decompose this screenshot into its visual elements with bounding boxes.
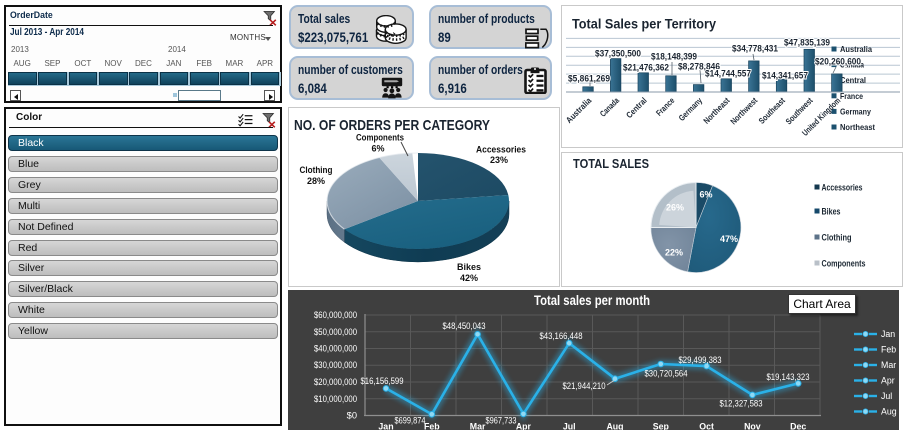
svg-text:$14,744,557: $14,744,557 (705, 69, 751, 79)
svg-text:Aug: Aug (606, 421, 623, 430)
svg-text:Northeast: Northeast (840, 122, 875, 132)
svg-text:$21,476,362: $21,476,362 (623, 63, 669, 73)
svg-text:$40,000,000: $40,000,000 (314, 344, 357, 354)
svg-text:Southeast: Southeast (757, 95, 787, 125)
svg-text:$967,733: $967,733 (486, 416, 517, 426)
svg-text:NO. OF ORDERS PER CATEGORY: NO. OF ORDERS PER CATEGORY (294, 117, 490, 134)
svg-text:$14,341,657: $14,341,657 (762, 71, 808, 81)
svg-text:Jan: Jan (378, 421, 393, 430)
svg-text:$20,000,000: $20,000,000 (314, 377, 357, 387)
svg-text:$50,000,000: $50,000,000 (314, 327, 357, 337)
svg-text:$30,720,564: $30,720,564 (645, 369, 688, 379)
svg-text:$47,835,139: $47,835,139 (784, 38, 830, 48)
svg-text:$21,944,210: $21,944,210 (563, 381, 606, 391)
svg-text:Northeast: Northeast (701, 95, 731, 125)
svg-text:$699,874: $699,874 (395, 416, 426, 426)
svg-text:Jul: Jul (881, 391, 892, 401)
svg-text:Mar: Mar (470, 421, 486, 430)
svg-text:22%: 22% (665, 248, 683, 258)
svg-text:Apr: Apr (516, 421, 532, 430)
svg-text:6%: 6% (699, 190, 712, 200)
svg-text:Oct: Oct (699, 421, 714, 430)
svg-text:Apr: Apr (881, 376, 895, 386)
svg-text:$43,166,448: $43,166,448 (540, 331, 583, 341)
svg-text:Accessories: Accessories (476, 145, 526, 155)
svg-text:TOTAL SALES: TOTAL SALES (573, 157, 649, 171)
svg-text:6%: 6% (371, 144, 384, 154)
svg-text:28%: 28% (307, 176, 325, 186)
svg-text:Total Sales per Territory: Total Sales per Territory (572, 16, 716, 32)
svg-text:Mar: Mar (881, 360, 896, 370)
svg-text:Clothing: Clothing (300, 165, 333, 175)
svg-text:$12,327,583: $12,327,583 (720, 399, 763, 409)
svg-text:Central: Central (624, 95, 649, 120)
svg-text:Feb: Feb (881, 345, 896, 355)
svg-text:Sep: Sep (653, 421, 670, 430)
svg-text:$16,156,599: $16,156,599 (361, 376, 404, 386)
svg-text:$5,861,269: $5,861,269 (568, 74, 610, 84)
svg-text:$34,778,431: $34,778,431 (732, 44, 778, 54)
svg-text:23%: 23% (490, 155, 508, 165)
svg-text:Germany: Germany (840, 106, 871, 116)
svg-text:Aug: Aug (881, 407, 897, 417)
svg-text:Jul: Jul (563, 421, 576, 430)
svg-text:$60,000,000: $60,000,000 (314, 310, 357, 320)
svg-text:$0: $0 (347, 411, 357, 421)
svg-text:$37,350,500: $37,350,500 (595, 49, 641, 59)
svg-text:Components: Components (356, 133, 404, 143)
svg-text:Feb: Feb (424, 421, 440, 430)
svg-text:Total sales per month: Total sales per month (534, 293, 650, 308)
svg-text:$30,000,000: $30,000,000 (314, 360, 357, 370)
svg-text:$10,000,000: $10,000,000 (314, 394, 357, 404)
svg-text:Bikes: Bikes (822, 207, 841, 217)
svg-text:France: France (840, 91, 863, 101)
svg-text:42%: 42% (460, 273, 478, 283)
svg-text:Clothing: Clothing (822, 233, 852, 243)
svg-text:Jan: Jan (881, 329, 895, 339)
svg-text:Canada: Canada (840, 60, 864, 70)
svg-text:Northwest: Northwest (728, 95, 759, 126)
svg-text:$29,499,383: $29,499,383 (679, 355, 722, 365)
svg-text:$19,143,323: $19,143,323 (767, 372, 810, 382)
svg-text:France: France (654, 95, 677, 118)
svg-text:47%: 47% (720, 234, 738, 244)
svg-text:Central: Central (840, 75, 866, 85)
svg-text:$20,260,600: $20,260,600 (815, 57, 861, 67)
svg-text:26%: 26% (666, 203, 684, 213)
svg-text:Australia: Australia (840, 44, 872, 54)
svg-text:Australia: Australia (564, 95, 594, 125)
svg-text:$8,278,846: $8,278,846 (678, 62, 720, 72)
svg-text:Bikes: Bikes (457, 262, 481, 272)
svg-text:Nov: Nov (744, 421, 761, 430)
svg-text:Dec: Dec (790, 421, 806, 430)
svg-text:Components: Components (822, 259, 866, 269)
svg-text:Canada: Canada (598, 95, 621, 118)
svg-text:Accessories: Accessories (822, 183, 863, 193)
svg-text:$48,450,043: $48,450,043 (443, 321, 486, 331)
svg-text:$18,148,399: $18,148,399 (651, 52, 697, 62)
